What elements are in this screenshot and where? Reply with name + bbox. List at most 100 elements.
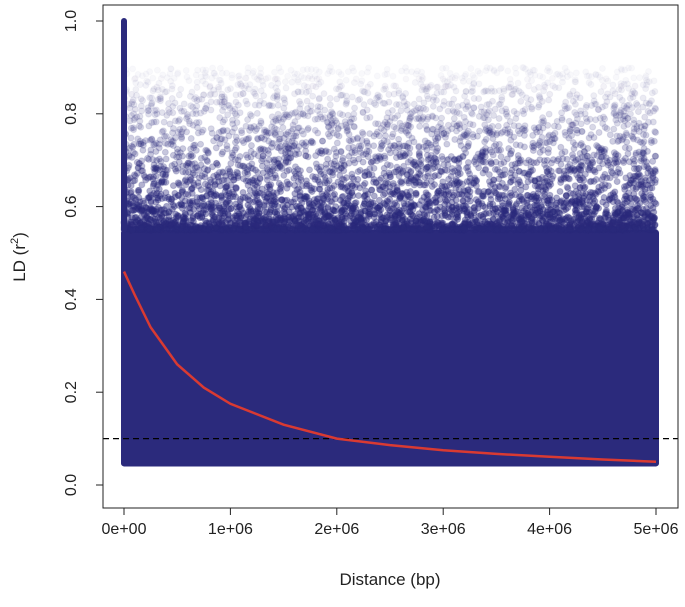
scatter-point	[172, 213, 180, 221]
scatter-point	[606, 225, 614, 233]
scatter-point	[168, 220, 176, 228]
scatter-point	[343, 77, 349, 83]
scatter-point	[403, 129, 411, 137]
scatter-point	[294, 88, 302, 96]
scatter-point	[559, 174, 567, 182]
scatter-point	[438, 131, 446, 139]
scatter-point	[322, 147, 330, 155]
scatter-point	[262, 221, 270, 229]
scatter-point	[454, 169, 462, 177]
scatter-point	[136, 207, 144, 215]
scatter-point	[229, 120, 237, 128]
scatter-point	[594, 222, 602, 230]
scatter-point	[382, 132, 390, 140]
scatter-point	[266, 185, 274, 193]
scatter-point	[549, 172, 557, 180]
scatter-point	[378, 141, 386, 149]
scatter-point	[554, 167, 562, 175]
scatter-point	[232, 91, 240, 99]
scatter-point	[639, 94, 647, 102]
scatter-point	[143, 212, 151, 220]
scatter-point	[135, 122, 143, 130]
scatter-point	[577, 141, 585, 149]
scatter-point	[459, 197, 467, 205]
scatter-point	[585, 134, 593, 142]
scatter-point	[539, 146, 547, 154]
scatter-point	[594, 187, 602, 195]
scatter-point	[595, 222, 603, 230]
scatter-point	[643, 223, 651, 231]
scatter-point	[450, 108, 458, 116]
scatter-point	[350, 221, 358, 229]
scatter-point	[350, 123, 358, 131]
scatter-point	[375, 196, 383, 204]
scatter-point	[344, 225, 352, 233]
scatter-point	[224, 86, 232, 94]
scatter-point	[439, 225, 447, 233]
scatter-point	[207, 188, 215, 196]
scatter-point	[232, 184, 240, 192]
scatter-point	[187, 135, 195, 143]
scatter-point	[391, 190, 399, 198]
scatter-point	[127, 182, 135, 190]
scatter-point	[567, 199, 575, 207]
scatter-point	[395, 224, 403, 232]
scatter-point	[544, 168, 552, 176]
scatter-point	[537, 143, 545, 151]
scatter-point	[269, 225, 277, 233]
scatter-point	[609, 81, 616, 88]
scatter-point	[271, 124, 279, 132]
scatter-point	[475, 68, 481, 74]
scatter-point	[177, 85, 185, 93]
scatter-point	[575, 165, 583, 173]
scatter-point	[126, 226, 134, 234]
scatter-point	[604, 78, 611, 85]
scatter-point	[179, 214, 187, 222]
scatter-point	[367, 158, 375, 166]
scatter-point	[222, 191, 230, 199]
scatter-point	[335, 166, 343, 174]
scatter-point	[171, 117, 179, 125]
scatter-point	[299, 110, 307, 118]
scatter-point	[556, 167, 564, 175]
scatter-point	[283, 111, 291, 119]
scatter-point	[409, 224, 417, 232]
scatter-point	[256, 97, 264, 105]
scatter-point	[403, 76, 409, 82]
scatter-point	[548, 196, 556, 204]
scatter-point	[162, 226, 170, 234]
scatter-point	[136, 137, 144, 145]
scatter-point	[210, 178, 218, 186]
scatter-point	[251, 68, 257, 74]
scatter-point	[423, 179, 431, 187]
scatter-point	[186, 204, 194, 212]
scatter-point	[182, 181, 190, 189]
scatter-point	[282, 110, 290, 118]
scatter-point	[453, 73, 459, 79]
scatter-point	[384, 66, 390, 72]
scatter-point	[592, 190, 600, 198]
scatter-point	[584, 223, 592, 231]
scatter-point	[507, 76, 513, 82]
scatter-point	[433, 192, 441, 200]
scatter-point	[569, 97, 577, 105]
scatter-point	[298, 88, 306, 96]
scatter-point	[517, 97, 525, 105]
scatter-point	[509, 211, 517, 219]
scatter-point	[430, 213, 438, 221]
scatter-point	[494, 165, 502, 173]
scatter-point	[239, 194, 247, 202]
scatter-point	[154, 67, 160, 73]
scatter-point	[294, 204, 302, 212]
scatter-point	[432, 198, 440, 206]
scatter-point	[302, 88, 310, 96]
scatter-point	[170, 203, 178, 211]
scatter-point	[424, 219, 432, 227]
scatter-point	[229, 72, 235, 78]
scatter-point	[374, 73, 380, 79]
scatter-point	[505, 84, 512, 91]
scatter-point	[427, 220, 435, 228]
scatter-point	[134, 201, 142, 209]
scatter-point	[231, 105, 239, 113]
